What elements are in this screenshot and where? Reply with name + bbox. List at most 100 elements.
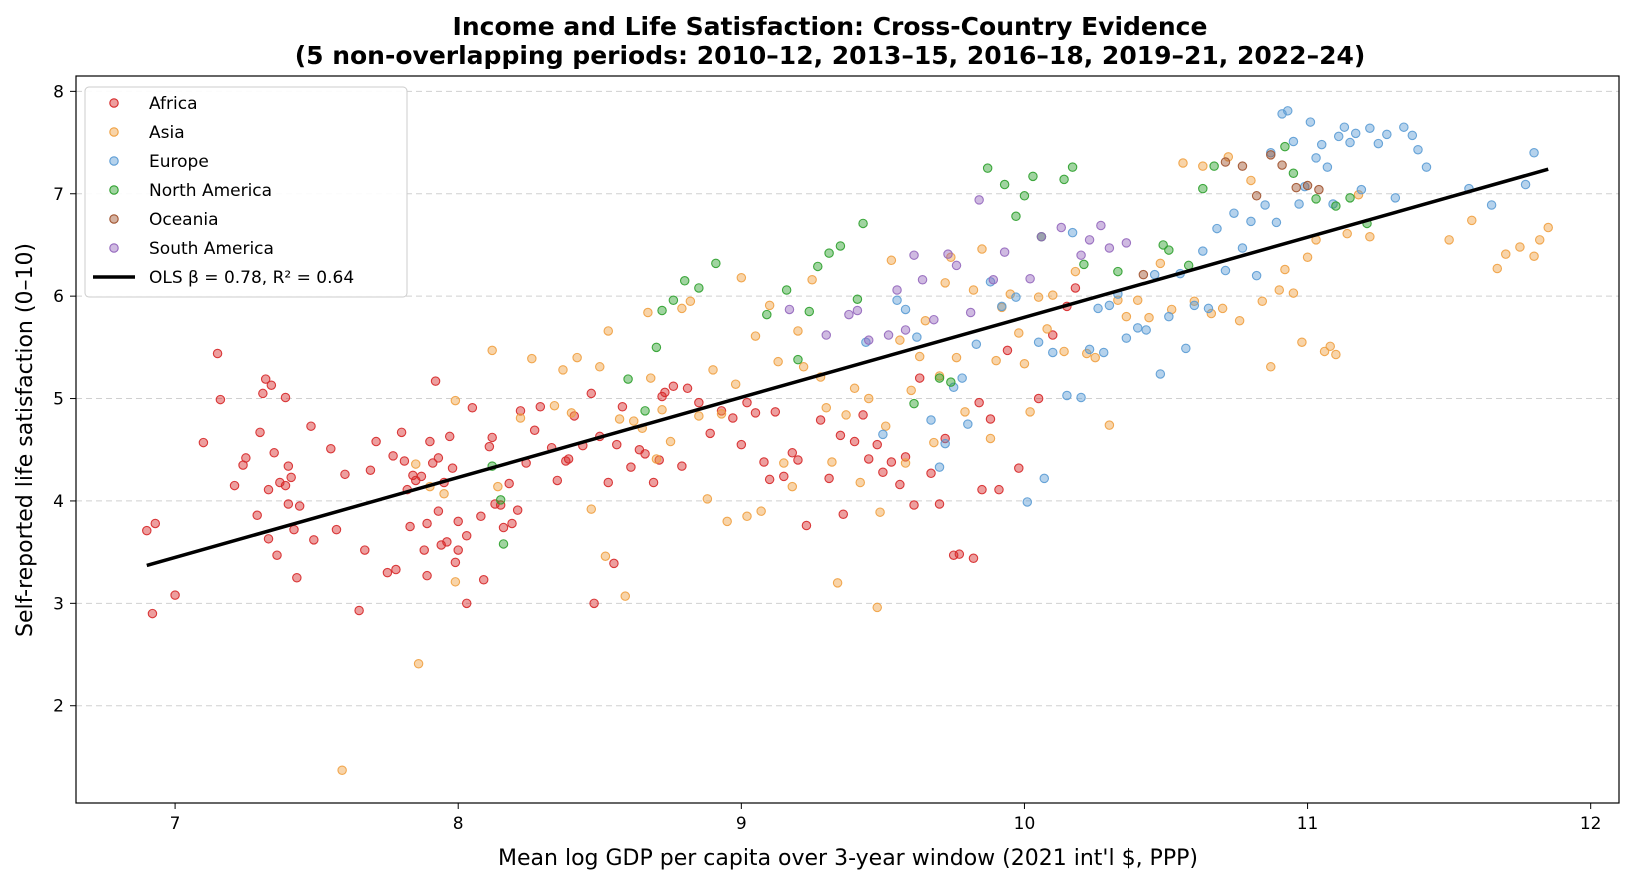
point-africa — [507, 518, 517, 529]
point-africa — [815, 415, 826, 425]
point-north-america — [1311, 194, 1321, 204]
point-africa — [241, 453, 251, 463]
point-asia — [730, 379, 741, 389]
point-south-america — [1096, 220, 1106, 231]
point-asia — [722, 516, 732, 527]
point-africa — [255, 427, 265, 438]
point-europe — [1149, 269, 1160, 280]
point-asia — [1331, 349, 1341, 360]
point-europe — [1121, 333, 1132, 343]
legend-label-oceania: Oceania — [149, 210, 219, 230]
point-asia — [736, 272, 747, 283]
point-africa — [453, 545, 463, 555]
point-oceania — [1302, 180, 1313, 191]
point-north-america — [1288, 168, 1299, 179]
point-asia — [1365, 232, 1375, 242]
point-africa — [640, 449, 650, 459]
point-south-america — [999, 247, 1010, 257]
point-asia — [929, 437, 939, 448]
point-asia — [977, 244, 987, 254]
point-oceania — [1266, 150, 1276, 160]
point-africa — [487, 432, 497, 443]
point-north-america — [640, 406, 650, 416]
point-africa — [266, 380, 277, 390]
point-asia — [906, 385, 916, 396]
point-europe — [957, 373, 967, 383]
point-asia — [413, 658, 424, 669]
point-europe — [1229, 208, 1239, 218]
point-africa — [215, 394, 226, 405]
point-asia — [880, 421, 891, 431]
point-africa — [1002, 345, 1013, 356]
point-europe — [1288, 136, 1299, 147]
point-africa — [309, 535, 319, 545]
point-asia — [1198, 161, 1208, 171]
point-africa — [914, 373, 925, 383]
point-north-america — [909, 398, 919, 409]
point-africa — [405, 521, 415, 532]
point-africa — [677, 461, 687, 471]
point-south-america — [852, 305, 863, 316]
point-north-america — [1113, 266, 1123, 277]
point-europe — [1399, 122, 1409, 132]
point-africa — [252, 510, 262, 521]
point-africa — [461, 598, 472, 609]
point-asia — [1353, 190, 1364, 200]
x-axis-ticks: 7 8 9 10 11 12 — [170, 803, 1602, 834]
point-africa — [858, 410, 868, 420]
legend: Africa Asia Europe North America Oceania Sout… — [84, 86, 408, 298]
point-asia — [614, 414, 625, 424]
point-south-america — [929, 314, 939, 325]
point-asia — [665, 436, 676, 447]
point-europe — [1022, 497, 1033, 507]
point-north-america — [1345, 193, 1355, 203]
point-europe — [1062, 390, 1072, 401]
point-africa — [849, 436, 860, 447]
point-south-america — [909, 250, 919, 260]
point-africa — [682, 383, 693, 394]
point-asia — [1033, 292, 1044, 302]
point-europe — [1093, 303, 1103, 314]
point-africa — [478, 575, 489, 585]
point-africa — [515, 406, 526, 416]
point-africa — [436, 540, 446, 550]
point-africa — [886, 457, 897, 467]
legend-marker-south-america — [109, 243, 119, 253]
point-europe — [1390, 193, 1401, 203]
point-europe — [1283, 106, 1293, 116]
point-north-america — [835, 241, 846, 251]
point-asia — [685, 296, 696, 307]
y-axis-label: Self-reported life satisfaction (0–10) — [13, 243, 38, 637]
point-europe — [1084, 344, 1095, 355]
point-africa — [292, 572, 302, 583]
point-asia — [515, 413, 526, 423]
point-asia — [1019, 358, 1030, 369]
legend-label-south-america: South America — [149, 239, 274, 259]
point-south-america — [943, 249, 953, 259]
point-asia — [1090, 352, 1100, 363]
point-asia — [1467, 215, 1477, 226]
point-asia — [807, 275, 817, 285]
point-africa — [198, 437, 209, 448]
point-europe — [892, 295, 902, 305]
point-asia — [1206, 308, 1217, 319]
point-africa — [835, 430, 846, 441]
point-south-america — [951, 260, 962, 271]
point-europe — [1350, 128, 1361, 139]
y-tick-label: 7 — [53, 185, 64, 205]
point-south-america — [784, 304, 795, 315]
point-north-america — [1331, 201, 1341, 211]
y-gridlines — [76, 90, 1619, 707]
point-north-america — [668, 295, 679, 305]
point-north-america — [1059, 174, 1069, 185]
x-tick-label: 9 — [736, 814, 747, 834]
point-asia — [558, 365, 568, 375]
point-europe — [1141, 325, 1151, 335]
point-africa — [716, 406, 727, 416]
point-africa — [275, 477, 285, 488]
x-axis-label: Mean log GDP per capita over 3-year wind… — [498, 846, 1198, 871]
point-asia — [1246, 175, 1256, 186]
point-asia — [572, 352, 582, 363]
point-europe — [1373, 138, 1384, 149]
point-africa — [326, 443, 336, 454]
